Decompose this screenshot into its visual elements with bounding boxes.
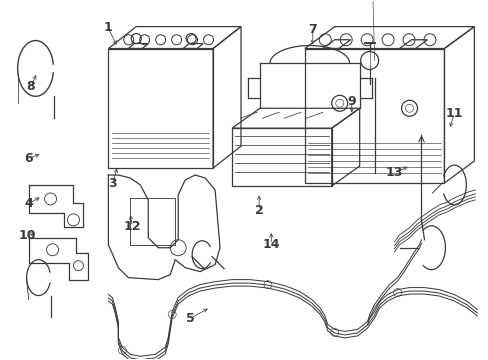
Text: 13: 13	[385, 166, 403, 179]
Text: 5: 5	[186, 311, 195, 325]
Text: 4: 4	[24, 197, 33, 210]
Text: 3: 3	[108, 177, 117, 190]
Text: 10: 10	[19, 229, 36, 242]
Text: 14: 14	[262, 238, 280, 251]
Text: 2: 2	[254, 204, 263, 217]
Text: 6: 6	[24, 152, 33, 165]
Text: 1: 1	[103, 21, 112, 34]
Text: 7: 7	[308, 23, 317, 36]
Text: 12: 12	[123, 220, 141, 233]
Text: 9: 9	[347, 95, 355, 108]
Text: 11: 11	[445, 107, 462, 120]
Text: 8: 8	[26, 80, 35, 93]
